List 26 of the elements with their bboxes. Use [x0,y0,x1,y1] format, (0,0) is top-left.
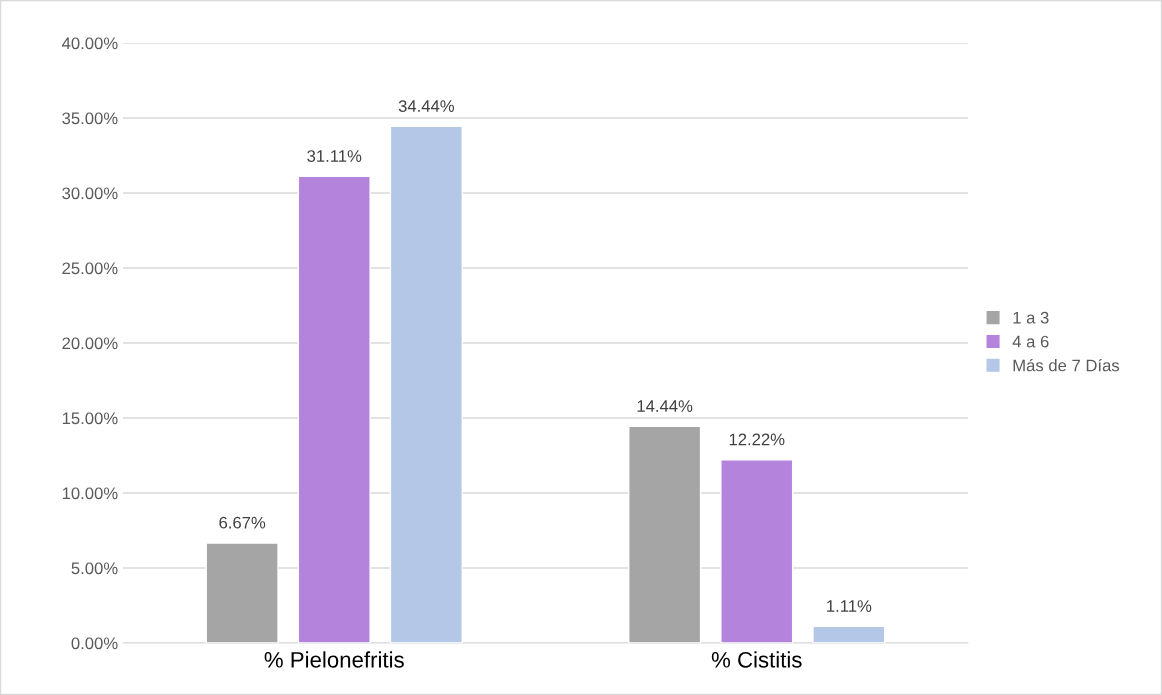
data-label: 34.44% [398,100,455,112]
x-tick-label: % Pielonefritis [264,651,404,668]
legend-label: 1 a 3 [1013,311,1049,324]
y-tick-label: 25.00% [62,262,118,275]
data-label: 31.11% [307,150,362,162]
bar [297,175,371,643]
y-tick-label: 20.00% [62,337,118,350]
y-tick-label: 40.00% [62,37,118,50]
data-label: 12.22% [729,433,785,446]
x-tick-label: % Cistitis [711,651,802,668]
data-label: 6.67% [219,516,266,529]
y-tick-label: 0.00% [71,637,118,650]
data-label: 14.44% [637,400,693,412]
y-tick-label: 35.00% [62,112,118,125]
bar [720,459,794,643]
bar [628,425,702,643]
legend-label: Más de 7 Días [1013,358,1120,372]
y-tick-label: 5.00% [71,562,118,575]
y-tick-label: 30.00% [62,187,118,200]
bar [812,625,886,643]
y-tick-label: 10.00% [62,487,118,500]
legend-label: 4 a 6 [1012,335,1049,348]
data-label: 1.11% [827,600,872,612]
y-tick-label: 15.00% [62,412,118,425]
bar [389,125,463,643]
bar [205,542,279,643]
